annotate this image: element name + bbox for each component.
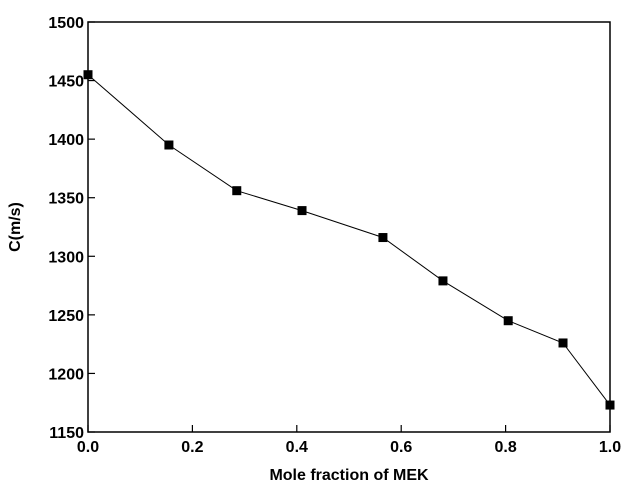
x-axis-ticks: 0.0 0.2 0.4 0.6 0.8 1.0 (77, 425, 621, 456)
data-point (297, 206, 307, 216)
y-axis-ticks: 1150 1200 1250 1300 1350 1400 1450 1500 (48, 15, 95, 442)
x-tick-label: 0.6 (390, 439, 412, 456)
y-tick-label: 1150 (49, 425, 84, 442)
data-point (232, 186, 242, 196)
y-tick-label: 1500 (48, 15, 84, 32)
data-point (164, 140, 174, 150)
y-tick-label: 1450 (48, 74, 84, 91)
data-point (558, 338, 568, 348)
data-point (503, 316, 513, 326)
data-series (83, 70, 615, 410)
x-tick-label: 0.4 (286, 439, 308, 456)
x-axis-title: Mole fraction of MEK (269, 467, 429, 484)
data-point (378, 233, 388, 243)
y-tick-label: 1300 (48, 249, 84, 266)
x-tick-label: 0.8 (494, 439, 516, 456)
data-point (83, 70, 93, 80)
y-tick-label: 1200 (48, 366, 84, 383)
series-line (87, 74, 611, 406)
plot-frame (87, 21, 611, 433)
data-point (438, 276, 448, 286)
x-tick-label: 0.0 (77, 439, 99, 456)
y-axis-title: C(m/s) (7, 202, 24, 252)
y-tick-label: 1400 (48, 132, 84, 149)
y-tick-label: 1250 (48, 308, 84, 325)
x-tick-label: 0.2 (181, 439, 203, 456)
y-tick-label: 1350 (48, 191, 84, 208)
x-tick-label: 1.0 (599, 439, 621, 456)
data-point (605, 400, 615, 410)
